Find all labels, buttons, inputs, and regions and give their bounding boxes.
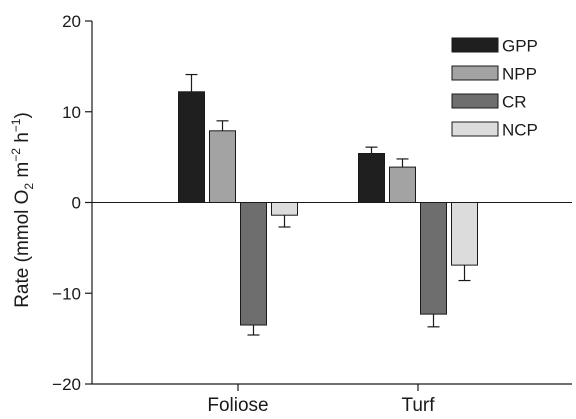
bar-npp-foliose xyxy=(209,130,236,203)
y-tick-label: 20 xyxy=(62,12,81,31)
plot-area: 20 10 0 −10 −20 Foliose Turf xyxy=(52,12,572,416)
y-tick-label: −10 xyxy=(52,284,81,303)
bars xyxy=(178,91,478,326)
bar-cr-turf xyxy=(420,202,447,315)
legend-swatch xyxy=(451,121,499,137)
legend-label: GPP xyxy=(502,37,538,56)
bar-gpp-turf xyxy=(358,152,385,203)
legend-label: NPP xyxy=(502,65,537,84)
y-axis-label-pre: Rate (mmol O xyxy=(12,190,33,308)
legend-item-ncp: NCP xyxy=(451,121,538,140)
y-axis-label-mid: m xyxy=(12,162,33,183)
legend-label: NCP xyxy=(502,121,538,140)
legend-item-cr: CR xyxy=(451,93,527,112)
bar-cr-foliose xyxy=(240,202,267,326)
bar-ncp-foliose xyxy=(271,202,298,216)
y-tick-label: 10 xyxy=(62,103,81,122)
y-axis-label-subscript: 2 xyxy=(22,183,36,190)
y-axis-label-post: ) xyxy=(12,112,33,118)
y-axis-label-mid2: h xyxy=(12,132,33,148)
legend-label: CR xyxy=(502,93,527,112)
legend-swatch xyxy=(451,93,499,109)
legend-item-npp: NPP xyxy=(451,65,537,84)
legend-item-gpp: GPP xyxy=(451,37,538,56)
bar-gpp-foliose xyxy=(178,91,205,203)
x-tick-label: Foliose xyxy=(207,395,268,416)
legend: GPP NPP CR NCP xyxy=(451,37,538,140)
y-tick-label: 0 xyxy=(72,194,81,213)
y-ticks: 20 10 0 −10 −20 xyxy=(52,12,92,394)
x-ticks: Foliose Turf xyxy=(207,384,435,416)
y-axis-label-superscript-2: −1 xyxy=(9,118,23,132)
legend-swatch xyxy=(451,37,499,53)
bar-npp-turf xyxy=(389,166,416,203)
legend-swatch xyxy=(451,65,499,81)
error-bars xyxy=(185,73,471,336)
x-tick-label: Turf xyxy=(401,395,435,416)
y-tick-label: −20 xyxy=(52,375,81,394)
y-axis-label-superscript-1: −2 xyxy=(9,148,23,162)
y-axis-label: Rate (mmol O2 m−2 h−1) xyxy=(9,112,36,308)
bar-ncp-turf xyxy=(451,202,478,266)
